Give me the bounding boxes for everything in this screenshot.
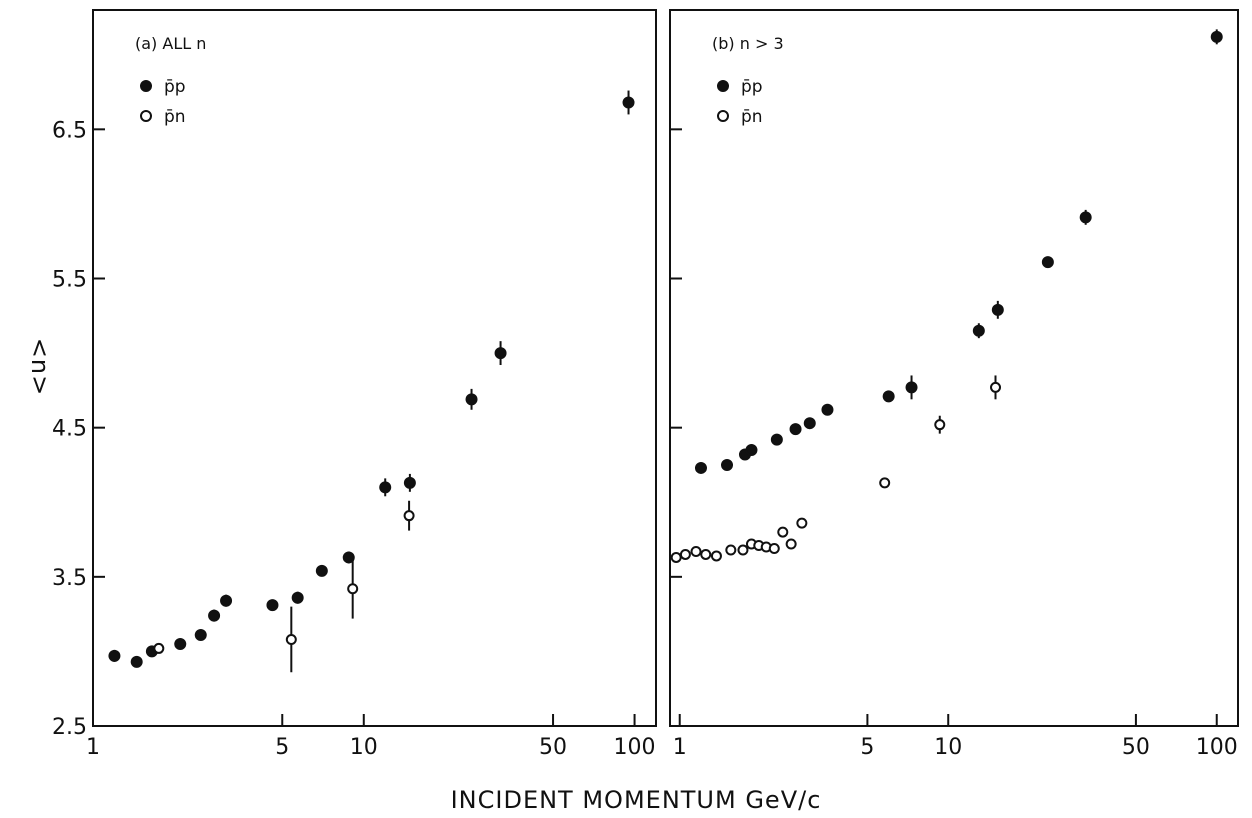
data-point-b-1-0 [670, 551, 682, 563]
data-point-b-1-11 [777, 526, 789, 538]
x-tick-label-a-0: 1 [86, 735, 100, 760]
data-point-b-0-10 [972, 324, 985, 337]
data-point-b-1-1 [679, 548, 691, 560]
data-point-b-1-5 [725, 544, 737, 556]
data-point-b-0-11 [991, 303, 1004, 316]
data-point-b-1-2 [690, 545, 702, 557]
plot-frame-a [92, 9, 657, 727]
legend-label-b-0: p̄p [741, 77, 763, 97]
plot-frame-b [669, 9, 1239, 727]
panel-b: 1 5 10 50 100 (b) n > 3 p̄p p̄n [669, 9, 1239, 760]
x-tick-label-b-4: 100 [1196, 735, 1238, 760]
x-tick-label-b-1: 5 [860, 735, 874, 760]
data-point-b-1-13 [796, 517, 808, 529]
legend-label-b-1: p̄n [741, 107, 763, 127]
x-tick-label-b-3: 50 [1122, 735, 1150, 760]
data-point-b-0-7 [821, 403, 834, 416]
data-point-b-1-12 [785, 538, 797, 550]
data-point-a-0-7 [266, 599, 279, 612]
data-point-a-0-6 [220, 594, 233, 607]
x-tick-label-b-2: 10 [934, 735, 962, 760]
data-point-b-1-14 [879, 477, 891, 489]
data-point-a-0-15 [622, 96, 635, 109]
panel-a: 1 5 10 50 100 2.5 3.5 4.5 5.5 6.5 (a) ALL n p̄p p̄n [52, 9, 657, 760]
data-point-b-1-16 [990, 381, 1002, 393]
x-tick-label-a-4: 100 [614, 735, 656, 760]
data-point-b-0-12 [1041, 256, 1054, 269]
data-point-a-0-8 [291, 591, 304, 604]
data-point-b-0-1 [721, 458, 734, 471]
data-point-a-0-12 [403, 476, 416, 489]
y-tick-label-a-2: 4.5 [52, 417, 87, 442]
data-point-a-0-14 [494, 347, 507, 360]
x-tick-label-a-2: 10 [350, 735, 378, 760]
panel-label-a: (a) ALL n [135, 34, 206, 53]
data-point-b-0-13 [1079, 211, 1092, 224]
x-tick-label-a-1: 5 [275, 735, 289, 760]
y-tick-label-a-1: 3.5 [52, 566, 87, 591]
legend-marker-b-0 [717, 80, 729, 92]
x-axis-title: INCIDENT MOMENTUM GeV/c [451, 786, 822, 814]
data-point-b-1-4 [710, 550, 722, 562]
y-tick-label-a-0: 2.5 [52, 715, 87, 740]
y-axis-title: <n> [26, 338, 54, 396]
x-tick-label-b-0: 1 [673, 735, 687, 760]
data-point-b-0-8 [882, 390, 895, 403]
legend-label-a-0: p̄p [164, 77, 186, 97]
data-point-a-1-2 [347, 583, 359, 595]
data-point-b-0-5 [789, 423, 802, 436]
data-point-b-0-6 [803, 417, 816, 430]
data-point-b-1-3 [700, 548, 712, 560]
data-point-b-0-9 [905, 381, 918, 394]
x-tick-label-a-3: 50 [539, 735, 567, 760]
data-point-a-0-9 [315, 564, 328, 577]
data-point-b-0-4 [770, 433, 783, 446]
legend-marker-a-1 [140, 110, 152, 122]
data-point-b-0-14 [1210, 30, 1223, 43]
data-point-a-0-3 [174, 637, 187, 650]
data-point-a-1-0 [153, 642, 165, 654]
data-point-a-1-3 [403, 510, 415, 522]
y-tick-label-a-3: 5.5 [52, 268, 87, 293]
data-point-a-0-0 [108, 649, 121, 662]
legend-label-a-1: p̄n [164, 107, 186, 127]
data-point-b-0-0 [694, 461, 707, 474]
data-point-a-1-1 [285, 633, 297, 645]
data-point-a-0-1 [130, 655, 143, 668]
legend-marker-a-0 [140, 80, 152, 92]
data-point-b-1-6 [737, 544, 749, 556]
data-point-b-0-3 [745, 444, 758, 457]
data-point-b-1-15 [934, 419, 946, 431]
data-point-a-0-13 [465, 393, 478, 406]
data-point-a-0-11 [379, 481, 392, 494]
y-tick-label-a-4: 6.5 [52, 118, 87, 143]
data-point-a-0-5 [208, 609, 221, 622]
data-point-a-0-4 [194, 629, 207, 642]
panel-label-b: (b) n > 3 [712, 34, 784, 53]
data-point-a-0-10 [342, 551, 355, 564]
data-point-b-1-10 [768, 542, 780, 554]
legend-marker-b-1 [717, 110, 729, 122]
